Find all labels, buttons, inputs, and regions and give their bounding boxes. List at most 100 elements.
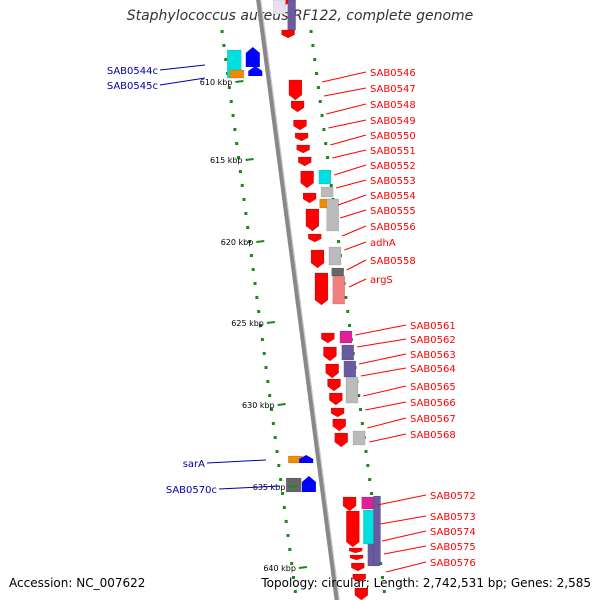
inner-right-track-dot (320, 114, 324, 117)
inner-left-track-dot (222, 44, 226, 47)
inner-left-track-dot (235, 142, 239, 145)
feature-box[interactable] (361, 496, 374, 510)
gene-label-SAB0550[interactable]: SAB0550 (370, 131, 416, 142)
left-cds-arrow[interactable] (245, 47, 260, 67)
gene-label-SAB0566[interactable]: SAB0566 (410, 398, 456, 409)
gene-label-SAB0564[interactable]: SAB0564 (410, 364, 456, 375)
cds-arrow[interactable] (305, 208, 320, 232)
gene-label-SAB0562[interactable]: SAB0562 (410, 335, 456, 346)
inner-left-track-dot (288, 548, 292, 551)
cds-arrow[interactable] (314, 272, 329, 306)
gene-label-SAB0548[interactable]: SAB0548 (370, 100, 416, 111)
cds-arrow[interactable] (354, 587, 369, 600)
gene-label-SAB0573[interactable]: SAB0573 (430, 512, 476, 523)
feature-box[interactable] (328, 246, 342, 266)
tick-mark (277, 403, 286, 406)
cds-arrow[interactable] (298, 156, 312, 167)
inner-right-track-dot (337, 240, 341, 243)
tick-mark (298, 566, 308, 569)
feature-box[interactable] (285, 477, 302, 493)
cds-arrow[interactable] (296, 144, 310, 154)
cds-arrow[interactable] (310, 249, 325, 269)
gene-label-sarA[interactable]: sarA (183, 459, 205, 470)
feature-box[interactable] (320, 186, 334, 198)
label-leader (206, 459, 267, 464)
feature-box[interactable] (318, 169, 332, 185)
gene-label-SAB0565[interactable]: SAB0565 (410, 382, 456, 393)
gene-label-SAB0558[interactable]: SAB0558 (370, 256, 416, 267)
gene-label-argS[interactable]: argS (370, 275, 393, 286)
gene-label-SAB0576[interactable]: SAB0576 (430, 558, 476, 569)
gene-label-SAB0575[interactable]: SAB0575 (430, 542, 476, 553)
gene-label-SAB0567[interactable]: SAB0567 (410, 414, 456, 425)
cds-arrow[interactable] (294, 132, 309, 142)
cds-arrow[interactable] (281, 29, 295, 39)
gene-label-SAB0574[interactable]: SAB0574 (430, 527, 476, 538)
cds-arrow[interactable] (290, 100, 305, 113)
left-cds-arrow[interactable] (299, 455, 314, 463)
cds-arrow[interactable] (293, 119, 307, 131)
feature-box[interactable] (331, 267, 344, 277)
gene-label-adhA[interactable]: adhA (370, 238, 396, 249)
cds-arrow[interactable] (325, 363, 339, 379)
gene-label-SAB0551[interactable]: SAB0551 (370, 146, 416, 157)
cds-arrow[interactable] (346, 510, 360, 548)
inner-right-track-dot (364, 450, 368, 453)
left-cds-arrow[interactable] (301, 476, 316, 492)
gene-label-SAB0546[interactable]: SAB0546 (370, 68, 416, 79)
cds-arrow[interactable] (300, 170, 314, 189)
cds-arrow[interactable] (329, 392, 343, 406)
tick-label: 610 kbp (200, 78, 233, 87)
cds-arrow[interactable] (334, 432, 348, 448)
feature-box[interactable] (332, 275, 346, 305)
feature-box[interactable] (341, 344, 355, 361)
cds-arrow[interactable] (349, 554, 364, 561)
gene-label-SAB0553[interactable]: SAB0553 (370, 176, 416, 187)
gene-label-SAB0561[interactable]: SAB0561 (410, 321, 456, 332)
label-leader (346, 259, 367, 271)
inner-right-track-dot (379, 562, 383, 565)
cds-arrow[interactable] (351, 562, 365, 572)
gene-label-SAB0544c[interactable]: SAB0544c (107, 66, 158, 77)
cds-arrow[interactable] (342, 496, 357, 512)
gene-label-SAB0552[interactable]: SAB0552 (370, 161, 416, 172)
cds-arrow[interactable] (288, 79, 303, 101)
gene-label-SAB0554[interactable]: SAB0554 (370, 191, 416, 202)
feature-box[interactable] (352, 430, 366, 446)
feature-box[interactable] (326, 198, 339, 232)
feature-box[interactable] (373, 495, 381, 565)
cds-arrow[interactable] (323, 346, 337, 362)
gene-label-SAB0568[interactable]: SAB0568 (410, 430, 456, 441)
gene-box[interactable] (287, 0, 296, 31)
cds-arrow[interactable] (308, 233, 322, 243)
genome-title: Staphylococcus aureus RF122, complete ge… (126, 8, 474, 24)
feature-box[interactable] (343, 360, 357, 378)
gene-label-SAB0570c[interactable]: SAB0570c (166, 485, 217, 496)
feature-box[interactable] (345, 376, 359, 404)
inner-left-track-dot (248, 240, 252, 243)
tick-mark (245, 158, 254, 161)
left-cds-arrow[interactable] (248, 66, 263, 76)
cds-arrow[interactable] (302, 192, 317, 204)
cds-arrow[interactable] (327, 378, 341, 392)
label-leader (356, 338, 407, 348)
cds-arrow[interactable] (332, 418, 346, 432)
gene-label-SAB0556[interactable]: SAB0556 (370, 222, 416, 233)
cds-arrow[interactable] (321, 332, 335, 344)
gene-box[interactable] (273, 0, 286, 15)
inner-left-track-dot (224, 58, 228, 61)
inner-left-track-dot (249, 254, 253, 257)
gene-label-SAB0563[interactable]: SAB0563 (410, 350, 456, 361)
gene-label-SAB0549[interactable]: SAB0549 (370, 116, 416, 127)
gene-label-SAB0572[interactable]: SAB0572 (430, 491, 476, 502)
cds-arrow[interactable] (348, 547, 363, 554)
gene-label-SAB0547[interactable]: SAB0547 (370, 84, 416, 95)
cds-arrow[interactable] (352, 573, 367, 583)
feature-box[interactable] (229, 69, 245, 79)
gene-label-SAB0545c[interactable]: SAB0545c (107, 81, 158, 92)
label-leader (342, 225, 367, 237)
inner-right-track-dot (344, 296, 348, 299)
feature-box[interactable] (339, 330, 353, 344)
cds-arrow[interactable] (330, 407, 345, 418)
gene-label-SAB0555[interactable]: SAB0555 (370, 206, 416, 217)
